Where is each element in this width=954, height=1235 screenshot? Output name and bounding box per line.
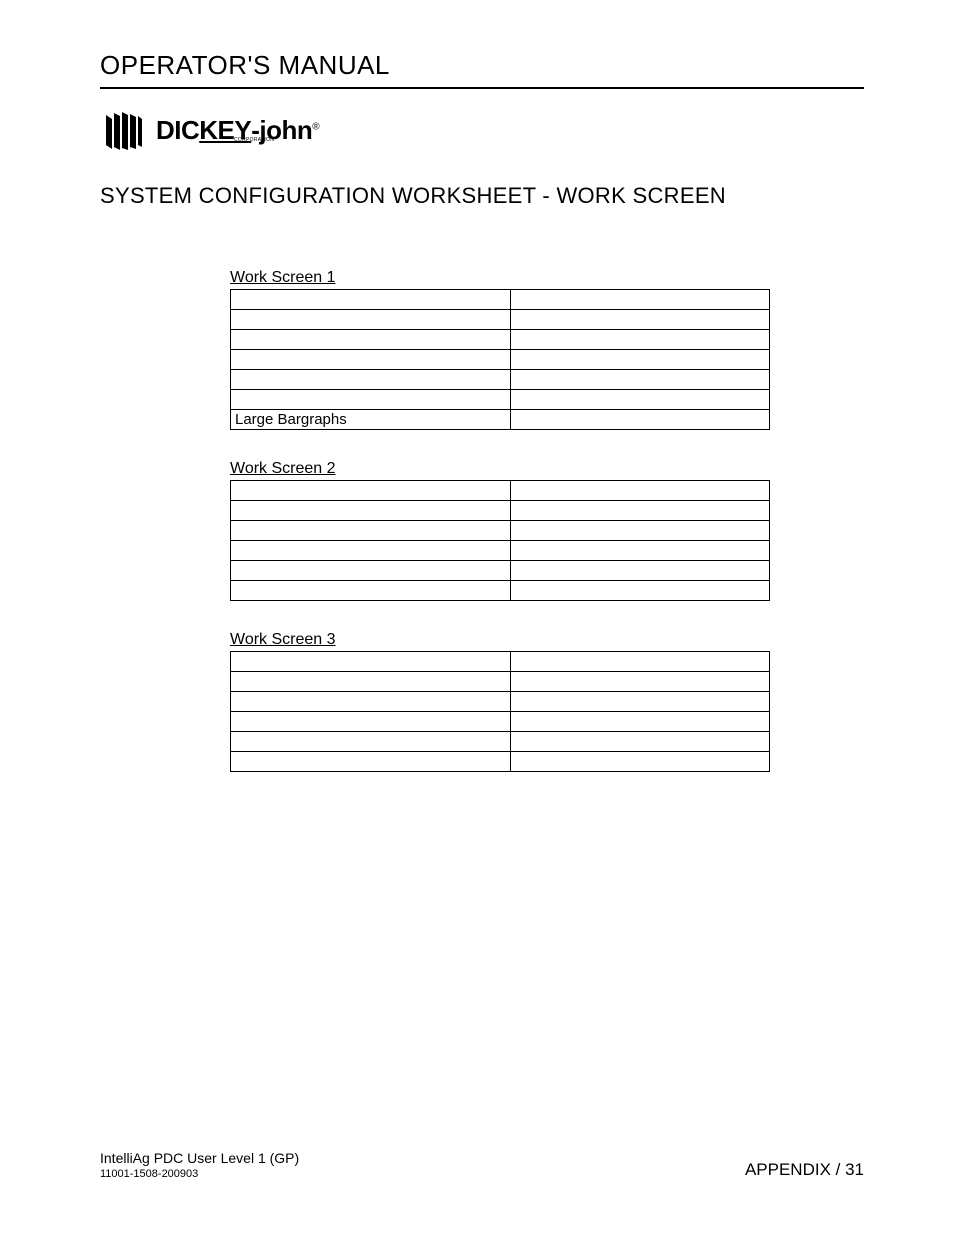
cell: [231, 310, 511, 330]
cell: [511, 652, 770, 672]
table-row: [231, 732, 770, 752]
cell: [511, 290, 770, 310]
brand-logo-text: DICKEY-john® CORPORATION: [156, 115, 319, 146]
cell: [231, 752, 511, 772]
cell: [511, 390, 770, 410]
cell: [511, 712, 770, 732]
table-row: [231, 481, 770, 501]
cell: [511, 692, 770, 712]
cell: [511, 561, 770, 581]
cell: [511, 581, 770, 601]
table-row: [231, 652, 770, 672]
table-row: [231, 561, 770, 581]
cell: Large Bargraphs: [231, 410, 511, 430]
table-row: [231, 350, 770, 370]
brand-registered-mark: ®: [312, 121, 319, 132]
table-row: [231, 290, 770, 310]
table-row: [231, 521, 770, 541]
footer-left: IntelliAg PDC User Level 1 (GP) 11001-15…: [100, 1150, 299, 1180]
cell: [511, 521, 770, 541]
cell: [231, 521, 511, 541]
cell: [231, 581, 511, 601]
table-row: [231, 581, 770, 601]
cell: [231, 732, 511, 752]
cell: [231, 330, 511, 350]
cell: [231, 712, 511, 732]
worksheets-container: Work Screen 1 Large Bargraphs Work Scree…: [230, 269, 770, 772]
page-footer: IntelliAg PDC User Level 1 (GP) 11001-15…: [100, 1150, 864, 1180]
cell: [511, 370, 770, 390]
brand-logo: DICKEY-john® CORPORATION: [100, 107, 864, 153]
table-row: [231, 692, 770, 712]
table-row: [231, 672, 770, 692]
cell: [231, 501, 511, 521]
cell: [511, 350, 770, 370]
table-row: [231, 501, 770, 521]
table-row: [231, 712, 770, 732]
worksheet-2-table: [230, 480, 770, 601]
cell: [511, 541, 770, 561]
table-row: [231, 370, 770, 390]
table-row: [231, 752, 770, 772]
footer-appendix-label: APPENDIX / 31: [745, 1160, 864, 1180]
table-row: Large Bargraphs: [231, 410, 770, 430]
cell: [511, 481, 770, 501]
cell: [231, 290, 511, 310]
worksheet-3-label: Work Screen 3: [230, 631, 770, 649]
table-row: [231, 541, 770, 561]
table-row: [231, 330, 770, 350]
worksheet-1-table: Large Bargraphs: [230, 289, 770, 430]
table-row: [231, 390, 770, 410]
worksheet-1-label: Work Screen 1: [230, 269, 770, 287]
cell: [511, 410, 770, 430]
cell: [231, 672, 511, 692]
footer-doc-number: 11001-1508-200903: [100, 1168, 299, 1180]
cell: [511, 501, 770, 521]
worksheet-2-label: Work Screen 2: [230, 460, 770, 478]
table-row: [231, 310, 770, 330]
cell: [511, 310, 770, 330]
cell: [231, 390, 511, 410]
cell: [511, 752, 770, 772]
brand-logo-mark-icon: [100, 107, 146, 153]
footer-product-line: IntelliAg PDC User Level 1 (GP): [100, 1150, 299, 1166]
cell: [231, 692, 511, 712]
cell: [231, 481, 511, 501]
cell: [231, 370, 511, 390]
brand-corporation-text: CORPORATION: [234, 137, 274, 143]
worksheet-3-table: [230, 651, 770, 772]
cell: [231, 561, 511, 581]
cell: [231, 350, 511, 370]
brand-text-dic: DIC: [156, 115, 199, 145]
cell: [231, 541, 511, 561]
cell: [511, 732, 770, 752]
cell: [511, 330, 770, 350]
cell: [231, 652, 511, 672]
section-title: SYSTEM CONFIGURATION WORKSHEET - WORK SC…: [100, 183, 864, 209]
page-header-title: OPERATOR'S MANUAL: [100, 50, 864, 89]
cell: [511, 672, 770, 692]
